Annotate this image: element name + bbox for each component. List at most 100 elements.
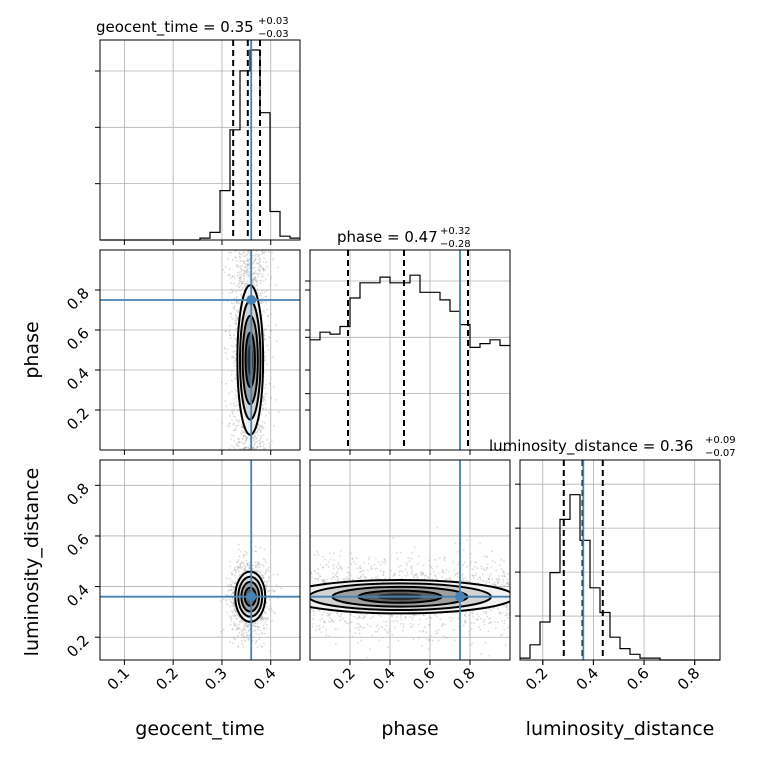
sample-point	[238, 251, 241, 254]
y-axis-label-luminosity-distance: luminosity_distance	[21, 468, 43, 657]
sample-point	[261, 616, 263, 619]
sample-point	[271, 251, 273, 254]
tick-label-x-phase: 0.2	[329, 664, 359, 694]
sample-point	[252, 262, 255, 265]
sample-point	[343, 579, 346, 581]
sample-point	[425, 617, 428, 620]
sample-point	[497, 608, 499, 610]
sample-point	[356, 567, 359, 569]
sample-point	[267, 315, 269, 318]
sample-point	[476, 578, 479, 580]
sample-point	[246, 625, 249, 627]
sample-point	[253, 438, 256, 441]
sample-point	[412, 573, 414, 576]
sample-point	[442, 570, 444, 573]
sample-point	[498, 612, 501, 615]
sample-point	[485, 580, 488, 583]
sample-point	[256, 253, 258, 256]
sample-point	[224, 265, 227, 268]
sample-point	[359, 571, 362, 574]
sample-point	[230, 615, 233, 618]
sample-point	[418, 636, 420, 639]
sample-point	[254, 276, 257, 279]
sample-point	[489, 608, 491, 611]
sample-point	[259, 271, 261, 273]
sample-point	[436, 632, 439, 634]
sample-point	[496, 580, 499, 583]
sample-point	[238, 255, 241, 258]
sample-point	[260, 573, 262, 576]
sample-point	[356, 577, 359, 579]
sample-point	[244, 432, 247, 435]
sample-point	[464, 615, 467, 618]
histogram-geocent_time	[100, 49, 300, 241]
sample-point	[443, 557, 446, 560]
sample-point	[505, 606, 508, 608]
sample-point	[501, 611, 504, 614]
panel-2d-geocent-time-phase	[100, 250, 300, 450]
sample-point	[369, 625, 372, 628]
sample-point	[248, 623, 251, 626]
sample-point	[243, 271, 246, 274]
sample-point	[437, 639, 440, 642]
sample-point	[233, 607, 236, 610]
sample-point	[494, 584, 497, 587]
sample-point	[240, 270, 243, 272]
sample-point	[236, 310, 239, 313]
sample-point	[230, 316, 233, 318]
sample-point	[469, 564, 472, 567]
sample-point	[259, 292, 262, 295]
sample-point	[495, 578, 498, 581]
sample-point	[239, 573, 242, 576]
sample-point	[461, 574, 464, 577]
sample-point	[242, 634, 245, 637]
sample-point	[360, 570, 363, 572]
sample-point	[261, 564, 264, 566]
sample-point	[344, 620, 347, 622]
sample-point	[330, 577, 333, 580]
sample-point	[350, 614, 352, 616]
sample-point	[240, 429, 243, 432]
sample-point	[453, 628, 455, 631]
sample-point	[262, 301, 265, 304]
sample-point	[255, 278, 257, 281]
sample-point	[243, 627, 246, 630]
sample-point	[494, 583, 497, 586]
sample-point	[233, 602, 236, 605]
sample-point	[272, 356, 274, 358]
sample-point	[226, 348, 229, 351]
sample-point	[379, 625, 382, 628]
title-luminosity-distance: luminosity_distance = 0.36	[489, 437, 693, 456]
sample-point	[485, 555, 488, 557]
sample-point	[322, 621, 325, 623]
sample-point	[234, 317, 237, 320]
sample-point	[262, 427, 265, 430]
sample-point	[347, 566, 350, 569]
sample-point	[228, 422, 231, 425]
sample-point	[488, 578, 491, 581]
sample-point	[336, 571, 339, 574]
sample-point	[486, 615, 489, 618]
sample-point	[328, 620, 330, 623]
sample-point	[418, 630, 421, 632]
sample-point	[234, 328, 237, 331]
sample-point	[256, 289, 259, 292]
sample-point	[392, 575, 394, 577]
sample-point	[259, 279, 262, 282]
sample-point	[244, 251, 246, 254]
sample-point	[259, 629, 262, 632]
sample-point	[264, 328, 266, 331]
sample-point	[256, 430, 259, 433]
sample-point	[234, 608, 236, 611]
sample-point	[399, 551, 402, 554]
sample-point	[234, 250, 237, 253]
sample-point	[320, 579, 323, 581]
sample-point	[233, 277, 236, 280]
sample-point	[233, 608, 236, 611]
sample-point	[269, 443, 272, 446]
sample-point	[456, 551, 459, 553]
sample-point	[359, 565, 361, 568]
sample-point	[262, 575, 265, 577]
sample-point	[263, 576, 265, 579]
sample-point	[259, 546, 262, 549]
